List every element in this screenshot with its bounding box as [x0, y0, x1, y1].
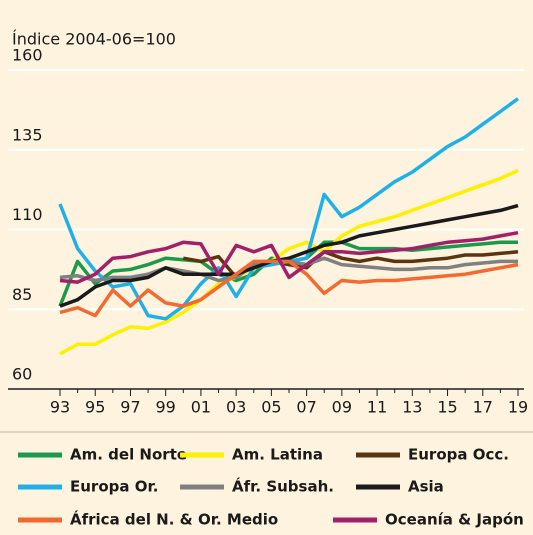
y-tick-label: 110 [12, 205, 43, 224]
x-tick-label: 13 [402, 398, 422, 417]
legend-label: Am. del Norte [70, 446, 187, 464]
series-line [59, 168, 519, 356]
x-tick-label: 95 [85, 398, 105, 417]
legend-label: Áfr. Subsah. [232, 477, 334, 496]
y-tick-label: 60 [12, 365, 32, 384]
x-tick-label: 09 [332, 398, 352, 417]
x-tick-label: 11 [367, 398, 387, 417]
x-tick-label: 19 [508, 398, 528, 417]
x-tick-label: 15 [437, 398, 457, 417]
legend-label: Europa Occ. [408, 446, 509, 464]
legend-label: Europa Or. [70, 478, 158, 496]
x-tick-label: 05 [261, 398, 281, 417]
x-tick-label: 17 [473, 398, 493, 417]
x-tick-label: 07 [296, 398, 316, 417]
series-line [59, 203, 519, 308]
x-tick-label: 03 [226, 398, 246, 417]
legend-label: África del N. & Or. Medio [70, 510, 278, 529]
y-axis-label: Índice 2004-06=100 [12, 30, 176, 49]
y-tick-label: 135 [12, 125, 43, 144]
x-tick-label: 97 [120, 398, 140, 417]
x-tick-label: 99 [156, 398, 176, 417]
y-tick-label: 85 [12, 285, 32, 304]
x-tick-label: 93 [50, 398, 70, 417]
legend-label: Oceanía & Japón [385, 511, 524, 529]
series-line [59, 230, 519, 284]
x-tick-label: 01 [191, 398, 211, 417]
legend-label: Asia [408, 478, 444, 496]
series-line [59, 259, 519, 318]
legend-label: Am. Latina [232, 446, 323, 464]
y-tick-label: 160 [12, 46, 43, 65]
